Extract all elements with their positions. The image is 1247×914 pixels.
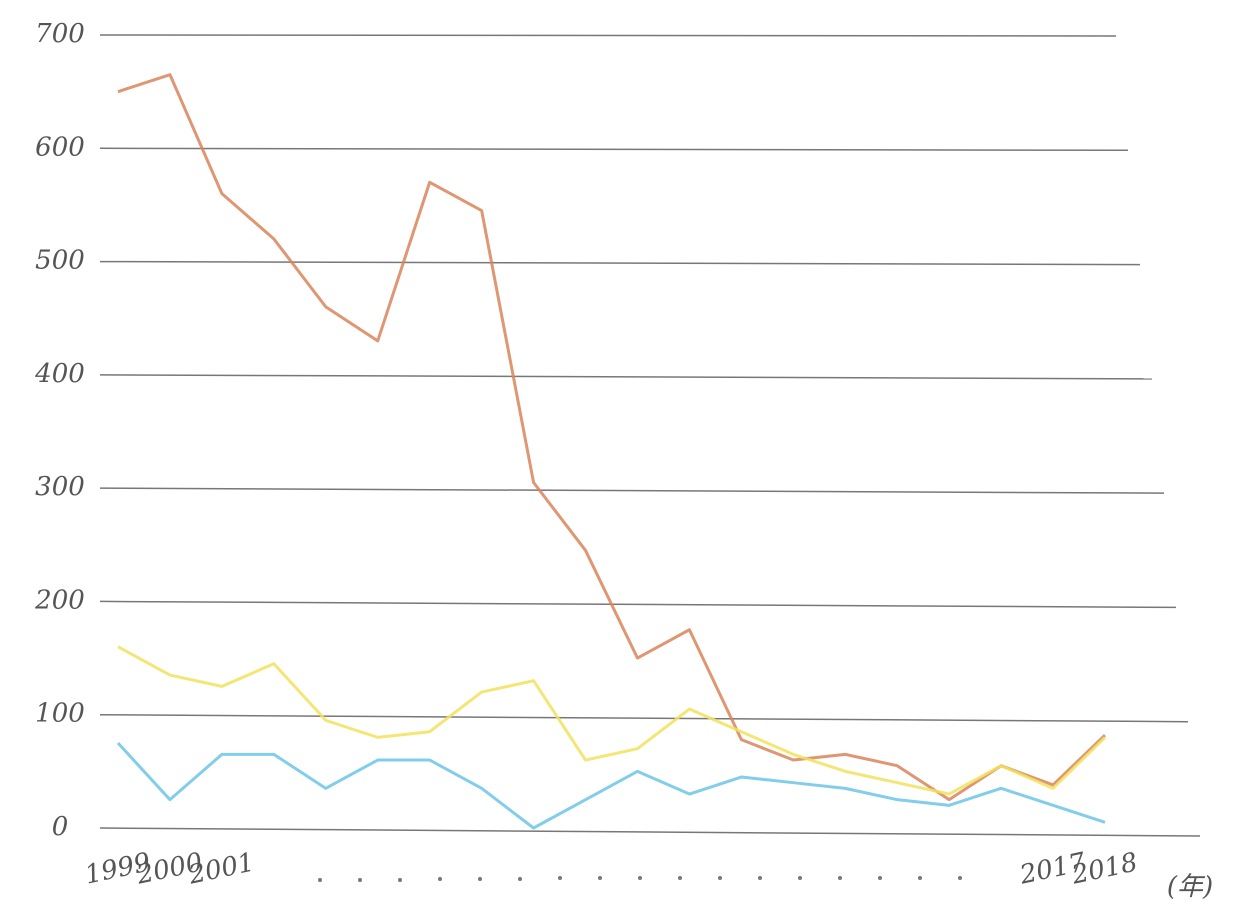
y-tick-label: 500 — [35, 246, 85, 276]
x-axis-title: (年) — [1167, 872, 1213, 902]
grid-line — [99, 374, 1153, 380]
grid-line — [99, 147, 1129, 152]
grid-line — [99, 34, 1117, 37]
line — [117, 645, 1107, 796]
grid-line — [99, 827, 1201, 837]
grid-line — [99, 260, 1141, 266]
grid-line — [99, 713, 1189, 723]
grid-line — [99, 600, 1177, 609]
y-tick-label: 100 — [35, 699, 85, 729]
line — [116, 742, 1106, 830]
y-tick-label: 200 — [34, 585, 85, 615]
y-tick-label: 300 — [35, 472, 85, 502]
y-tick-label: 400 — [34, 359, 85, 389]
y-tick-label: 600 — [35, 132, 85, 162]
y-tick-label: 700 — [35, 19, 85, 49]
y-tick-label: 0 — [52, 812, 69, 842]
grid-line — [99, 487, 1165, 494]
ellipsis-dots — [318, 876, 962, 882]
line — [117, 73, 1107, 802]
